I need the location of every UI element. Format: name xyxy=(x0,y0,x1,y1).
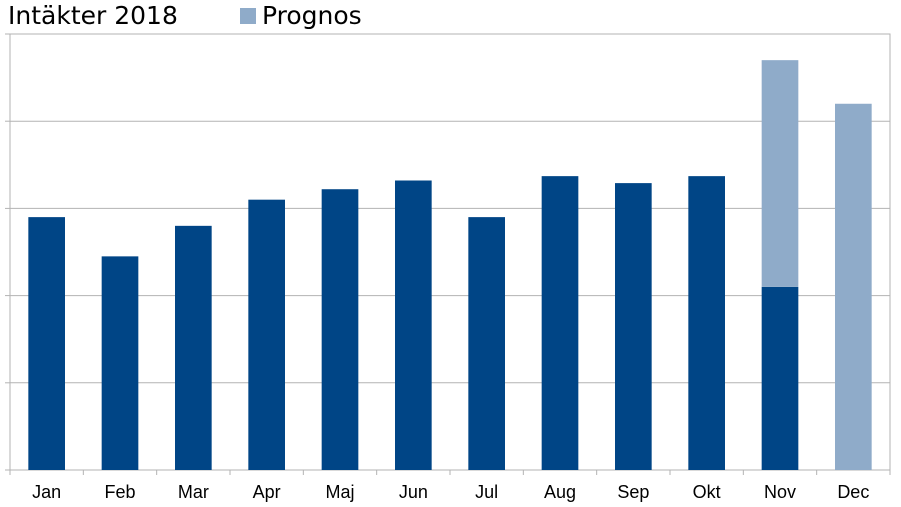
bar-actual-jul xyxy=(468,217,505,470)
bar-actual-mar xyxy=(175,225,212,470)
bar-actual-jan xyxy=(28,217,65,470)
x-tick-label-jan: Jan xyxy=(32,482,61,502)
x-tick-label-jul: Jul xyxy=(475,482,498,502)
bar-actual-apr xyxy=(248,199,285,470)
plot-area xyxy=(9,33,891,471)
chart-title: Intäkter 2018 xyxy=(8,1,178,30)
bar-actual-nov xyxy=(761,286,799,470)
x-tick-label-sep: Sep xyxy=(617,482,649,502)
x-tick-label-nov: Nov xyxy=(764,482,796,502)
bar-actual-okt xyxy=(688,176,725,471)
bar-actual-sep xyxy=(615,183,652,470)
x-tick-label-feb: Feb xyxy=(104,482,135,502)
x-tick-label-maj: Maj xyxy=(325,482,354,502)
bar-actual-feb xyxy=(101,256,139,470)
x-tick-label-jun: Jun xyxy=(399,482,428,502)
legend: Prognos xyxy=(240,1,362,30)
legend-swatch-prognos xyxy=(240,7,256,24)
x-tick-label-okt: Okt xyxy=(693,482,721,502)
x-tick-label-dec: Dec xyxy=(837,482,869,502)
x-tick-label-mar: Mar xyxy=(178,482,209,502)
bar-actual-maj xyxy=(321,189,359,470)
x-tick-label-apr: Apr xyxy=(253,482,281,502)
legend-label-prognos: Prognos xyxy=(262,1,362,30)
x-tick-label-aug: Aug xyxy=(544,482,576,502)
bar-prognos-dec xyxy=(835,103,872,470)
bar-actual-aug xyxy=(541,176,579,471)
bar-actual-jun xyxy=(395,180,432,470)
bar-prognos-nov xyxy=(761,60,799,287)
